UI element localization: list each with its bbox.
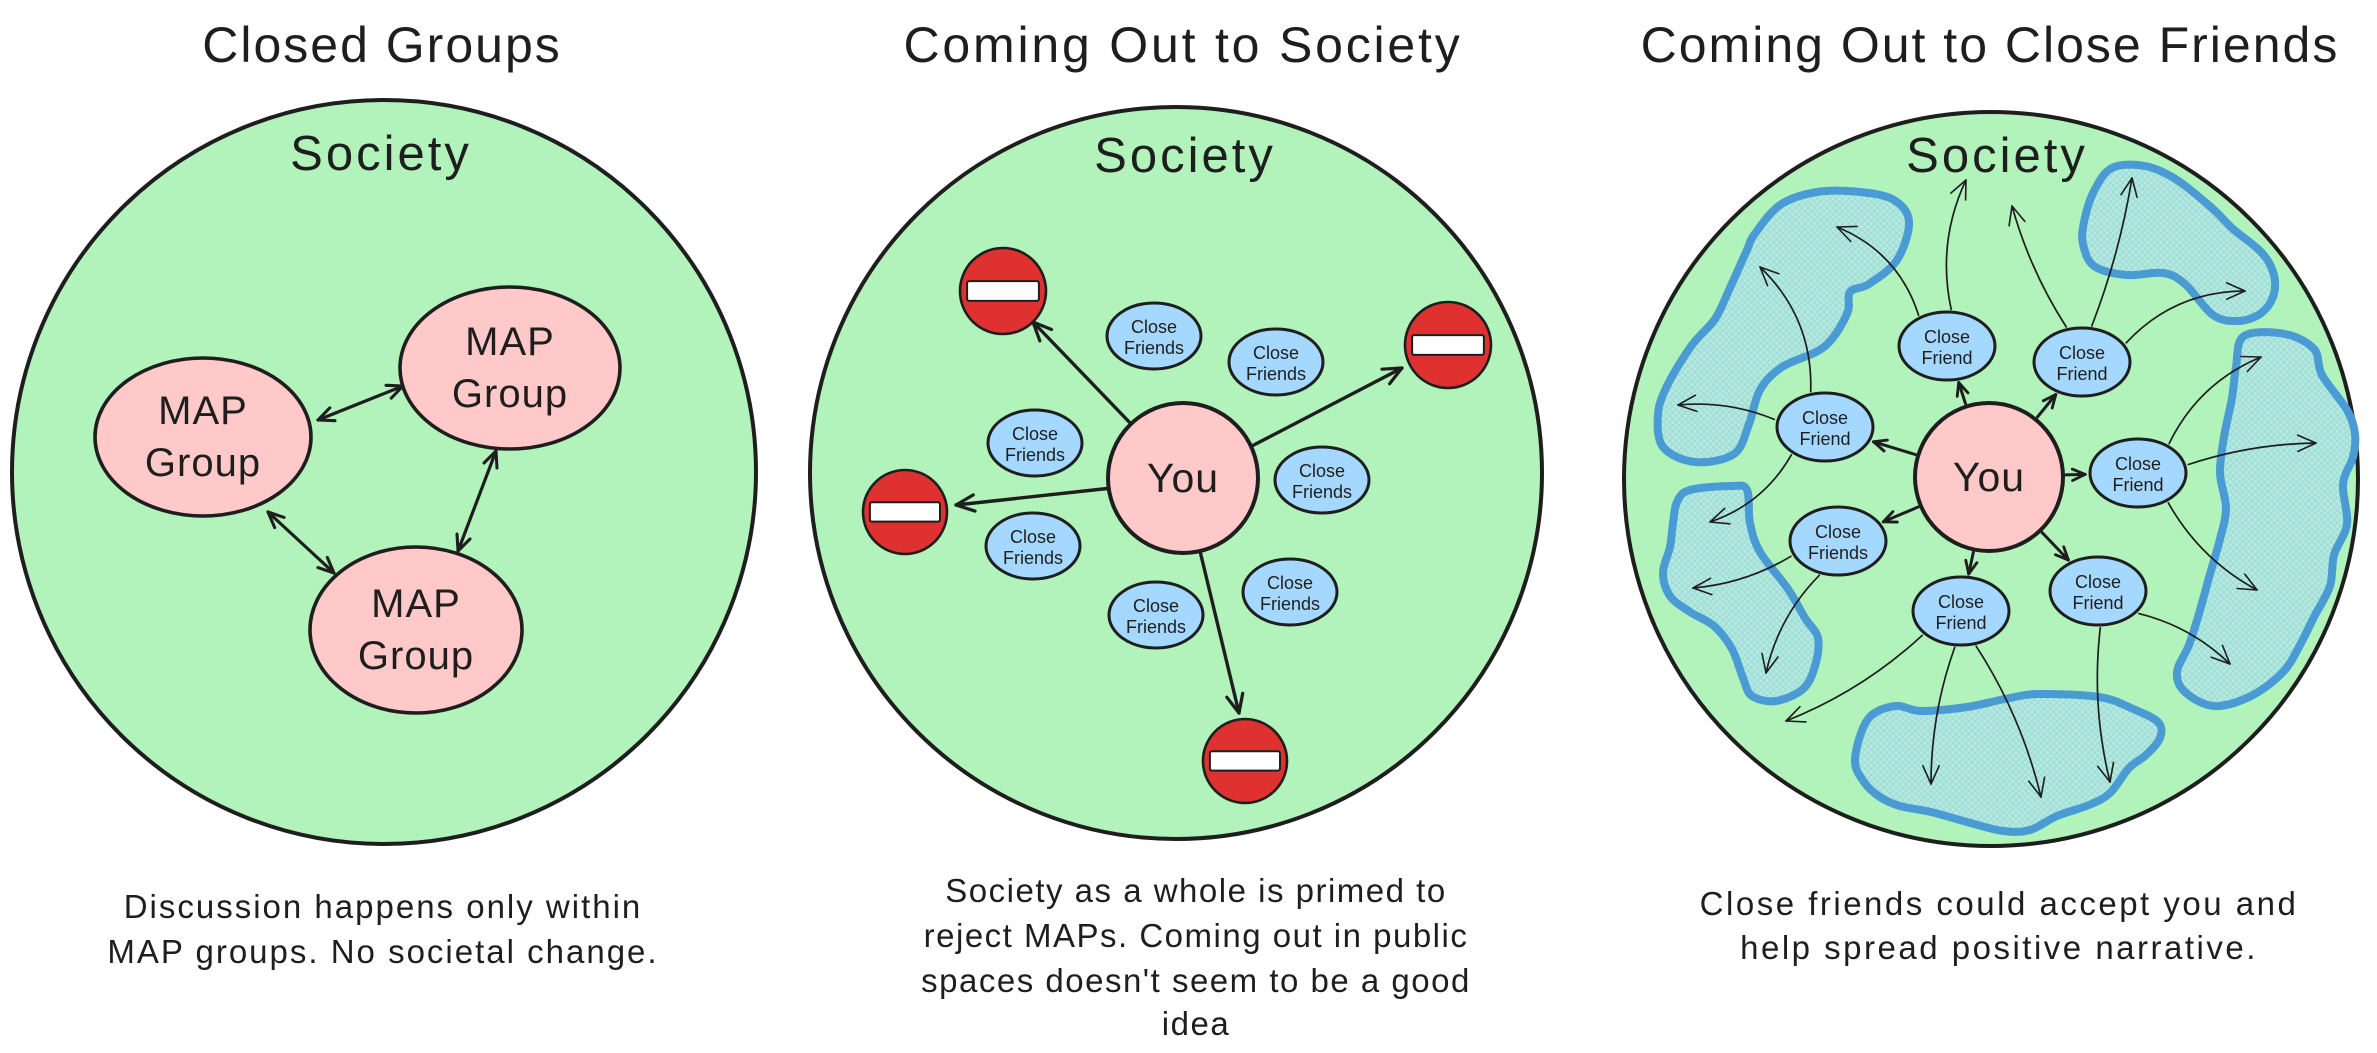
- svg-text:You: You: [1953, 454, 2025, 500]
- svg-text:Close: Close: [1267, 573, 1313, 593]
- svg-text:Group: Group: [358, 634, 474, 678]
- svg-text:MAP groups. No societal change: MAP groups. No societal change.: [107, 933, 658, 970]
- svg-text:Friends: Friends: [1246, 364, 1306, 384]
- svg-text:spaces doesn't seem to be a go: spaces doesn't seem to be a good: [921, 962, 1471, 999]
- svg-text:Friends: Friends: [1808, 543, 1868, 563]
- svg-text:MAP: MAP: [158, 389, 248, 433]
- svg-text:Close friends could accept you: Close friends could accept you and: [1700, 885, 2299, 922]
- svg-text:Close: Close: [1938, 592, 1984, 612]
- svg-text:You: You: [1147, 455, 1219, 501]
- svg-text:Close: Close: [1131, 317, 1177, 337]
- svg-text:Close: Close: [1924, 327, 1970, 347]
- svg-text:Friend: Friend: [2072, 593, 2123, 613]
- svg-text:reject MAPs. Coming out in pub: reject MAPs. Coming out in public: [924, 917, 1469, 954]
- svg-text:MAP: MAP: [465, 320, 555, 364]
- svg-text:Close: Close: [1253, 343, 1299, 363]
- svg-text:Close: Close: [2075, 572, 2121, 592]
- svg-text:Friends: Friends: [1126, 617, 1186, 637]
- svg-text:Friend: Friend: [2112, 475, 2163, 495]
- svg-text:Friends: Friends: [1003, 548, 1063, 568]
- svg-text:idea: idea: [1162, 1005, 1230, 1042]
- svg-text:Friend: Friend: [2056, 364, 2107, 384]
- svg-text:Close: Close: [1299, 461, 1345, 481]
- svg-text:Discussion happens only within: Discussion happens only within: [124, 888, 643, 925]
- svg-text:Coming Out to Society: Coming Out to Society: [903, 17, 1462, 73]
- svg-text:Friends: Friends: [1005, 445, 1065, 465]
- svg-text:Close: Close: [1802, 408, 1848, 428]
- svg-text:Society: Society: [1906, 129, 2088, 183]
- svg-text:Close: Close: [1815, 522, 1861, 542]
- svg-text:Coming Out to Close Friends: Coming Out to Close Friends: [1641, 17, 2340, 73]
- svg-text:help spread positive narrative: help spread positive narrative.: [1740, 929, 2258, 966]
- svg-text:Society: Society: [1094, 129, 1276, 183]
- svg-text:Close: Close: [1133, 596, 1179, 616]
- svg-text:Society as a whole is primed t: Society as a whole is primed to: [945, 872, 1446, 909]
- svg-text:Closed Groups: Closed Groups: [202, 17, 562, 73]
- svg-text:Close: Close: [1012, 424, 1058, 444]
- svg-text:MAP: MAP: [371, 582, 461, 626]
- svg-text:Friend: Friend: [1935, 613, 1986, 633]
- svg-text:Group: Group: [452, 372, 568, 416]
- svg-text:Close: Close: [2059, 343, 2105, 363]
- svg-text:Friends: Friends: [1292, 482, 1352, 502]
- svg-text:Friend: Friend: [1921, 348, 1972, 368]
- svg-text:Group: Group: [145, 441, 261, 485]
- svg-text:Close: Close: [1010, 527, 1056, 547]
- svg-text:Close: Close: [2115, 454, 2161, 474]
- svg-text:Friend: Friend: [1799, 429, 1850, 449]
- svg-text:Society: Society: [290, 127, 472, 181]
- svg-text:Friends: Friends: [1260, 594, 1320, 614]
- svg-text:Friends: Friends: [1124, 338, 1184, 358]
